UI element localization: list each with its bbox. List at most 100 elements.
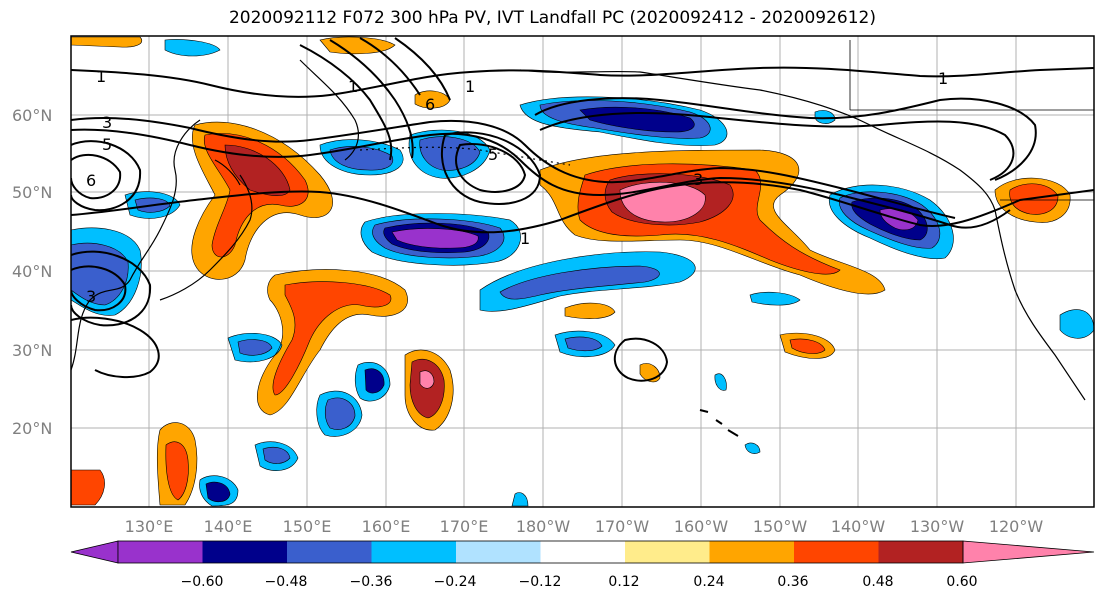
shading-outline-path	[828, 184, 954, 260]
shading-outline-path	[71, 227, 142, 316]
anomaly-negative-small-e	[714, 373, 727, 391]
coast-hawaii	[699, 409, 739, 437]
anomaly-negative-central-max	[392, 228, 479, 249]
pv-contour-alaska-1	[534, 97, 1037, 181]
contour-label: 1	[96, 67, 106, 86]
lon-label: 140°E	[204, 517, 253, 536]
pv-contour-lowcenter	[455, 143, 527, 193]
colorbar-segment	[709, 541, 794, 563]
pv-contour-kamchatka-1	[299, 44, 393, 161]
anomaly-positive-subtropic-2-core	[410, 359, 445, 418]
colorbar-tick-label: 0.48	[862, 574, 893, 590]
anomaly-negative-small-g	[512, 492, 528, 506]
map-title: 2020092112 F072 300 hPa PV, IVT Landfall…	[228, 8, 876, 28]
colorbar-tick-labels: −0.60 −0.48 −0.36 −0.24 −0.12 0.12 0.24 …	[181, 574, 978, 590]
shading-outline-path	[254, 441, 299, 471]
colorbar-tick-label: −0.12	[519, 574, 562, 590]
shading-outline-path	[319, 36, 396, 55]
pv-contour-alaska-2	[539, 111, 1015, 181]
contour-label: 1	[938, 69, 948, 88]
anomaly-negative-small-c	[165, 39, 220, 56]
shading-outline-path	[165, 441, 189, 501]
colorbar-segment	[540, 541, 625, 563]
pv-contour-nw-closed-1	[71, 153, 122, 200]
shading-outline-path	[404, 349, 454, 431]
shading-outline-path	[814, 110, 836, 124]
pv-contour-subtropical-low	[613, 337, 669, 382]
anomaly-positive-nw-corner	[71, 37, 142, 48]
shading-outline-path	[564, 302, 616, 319]
shading-outline-path	[324, 397, 356, 430]
shading-outline-path	[262, 447, 291, 464]
lon-label: 180°W	[516, 517, 571, 536]
colorbar-segment	[287, 541, 372, 563]
shading-outline-path	[391, 228, 479, 249]
shading-outline-path	[579, 106, 695, 133]
shading-outline-path	[789, 338, 826, 354]
colorbar-extend-max	[962, 540, 1095, 564]
shading-outline-path	[839, 191, 941, 249]
contour-label: 3	[102, 113, 112, 132]
lon-label: 130°E	[125, 517, 174, 536]
anomaly-positive-hawaii-north-core	[790, 339, 825, 354]
shading-outline-path	[199, 475, 239, 507]
colorbar-tick-label: 0.24	[693, 574, 724, 590]
anomaly-negative-small-f	[745, 442, 760, 454]
anomaly-positive-dateline-small	[565, 303, 615, 319]
lon-label: 140°W	[831, 517, 886, 536]
coast-na-west	[994, 209, 1086, 401]
anomaly-positive-asia-max	[225, 145, 290, 196]
colorbar-tick-label: −0.24	[434, 574, 477, 590]
colorbar-tick-label: −0.36	[350, 574, 393, 590]
anomaly-positive-subtropic-3-core	[165, 441, 189, 500]
shading-outline-path	[71, 242, 129, 306]
pv-contour-3-b	[71, 116, 956, 219]
lon-label: 160°W	[674, 517, 729, 536]
colorbar-frame	[117, 540, 964, 564]
shading-outline-path	[851, 197, 928, 241]
coast-alaska	[519, 69, 996, 211]
colorbar-segment	[118, 541, 203, 563]
colorbar-segment	[625, 541, 710, 563]
shading-outline-path	[539, 100, 711, 139]
shading-outline-path	[604, 173, 734, 226]
pv-contour-westlow	[71, 265, 127, 312]
colorbar-tick-label: −0.48	[265, 574, 308, 590]
shading-outline-path	[879, 208, 919, 231]
anomaly-negative-patch-6-core	[206, 482, 230, 502]
anomaly-negative-small-d	[815, 110, 835, 124]
shading-outline-path	[191, 121, 333, 280]
border-canada-us	[849, 40, 1094, 201]
shading-outline-path	[156, 422, 198, 506]
lon-label: 150°E	[283, 517, 332, 536]
lon-label: 120°W	[989, 517, 1044, 536]
shading-outline-path	[134, 197, 171, 213]
contour-label: 6	[86, 171, 96, 190]
lat-label: 30°N	[12, 341, 52, 360]
shading-outline-path	[364, 368, 385, 394]
contour-label: 6	[425, 95, 435, 114]
coast-japan	[159, 159, 253, 301]
contour-label: 1	[520, 229, 530, 248]
colorbar	[70, 540, 1095, 564]
colorbar-segment	[371, 541, 456, 563]
shading-outline-path	[744, 442, 761, 454]
colorbar-extend-min	[70, 540, 119, 564]
anomaly-negative-patch-1-core	[238, 339, 272, 356]
pv-contours	[71, 37, 1094, 382]
lat-label: 50°N	[12, 183, 52, 202]
lat-label: 20°N	[12, 419, 52, 438]
contour-label: 5	[488, 145, 498, 164]
shading-outline-path	[511, 492, 529, 507]
lon-label: 130°W	[910, 517, 965, 536]
shading-outline-path	[71, 469, 105, 506]
shading-outline	[71, 36, 1094, 507]
colorbar-tick-label: −0.60	[181, 574, 224, 590]
shading-outline-path	[749, 291, 801, 306]
shading-outline-path	[419, 370, 435, 389]
pv-contour-nw-closed-2	[71, 140, 142, 212]
shading-outline-path	[539, 149, 886, 295]
anomaly-positive-subtropic-1-core	[272, 281, 391, 395]
shading-outline-path	[237, 339, 273, 356]
